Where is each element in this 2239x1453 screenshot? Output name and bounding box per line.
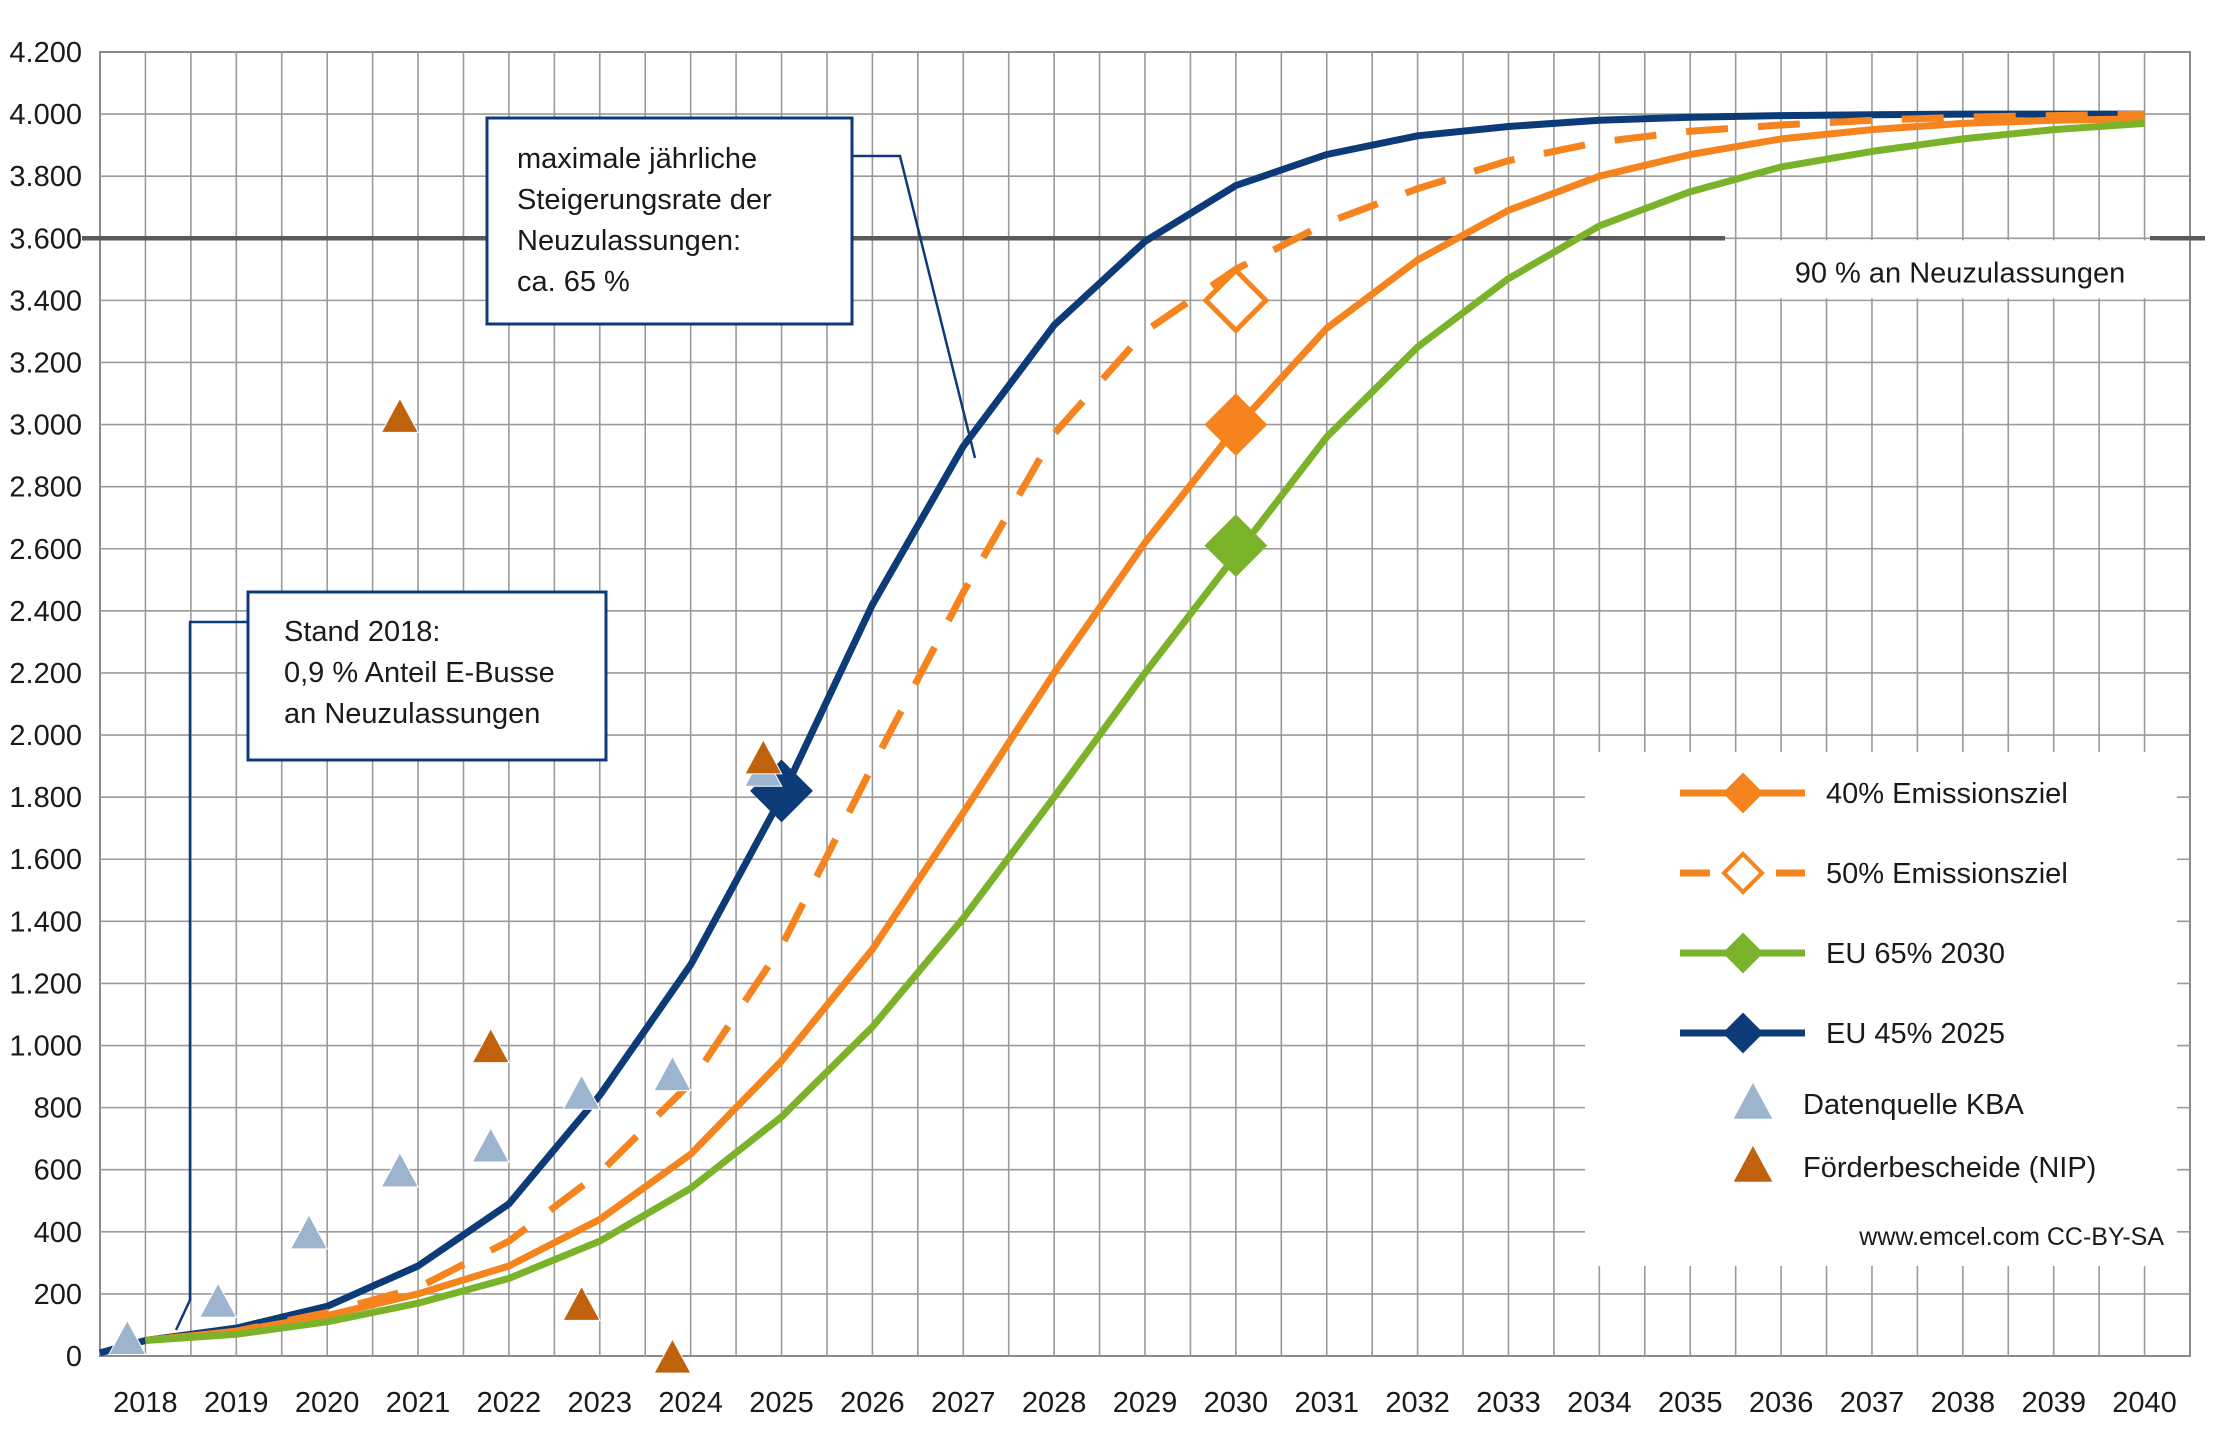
callout-box <box>485 116 854 326</box>
y-tick-label: 2.200 <box>9 658 82 690</box>
callout-leader-line <box>174 620 248 1331</box>
data-point-nip <box>744 738 783 775</box>
legend-box <box>1585 752 2177 1266</box>
data-point-nip <box>653 1338 692 1374</box>
y-tick-label: 0 <box>66 1341 82 1373</box>
callout-text: an Neuzulassungen <box>284 698 540 730</box>
x-tick-label: 2032 <box>1385 1387 1450 1419</box>
data-point-nip <box>380 397 420 433</box>
series-lines <box>99 110 2145 1357</box>
callout-leader-line <box>852 154 977 459</box>
x-tick-label: 2019 <box>204 1387 269 1419</box>
y-axis-tick-labels: 0 200 400 600 800 1.000 1.200 1.400 1.600 1.800 2.… <box>9 37 82 1373</box>
y-tick-label: 3.000 <box>9 410 82 442</box>
legend-marker <box>1721 851 1765 895</box>
legend-label: EU 45% 2025 <box>1826 1018 2005 1050</box>
x-tick-label: 2024 <box>658 1387 723 1419</box>
callout-box <box>246 590 608 762</box>
x-tick-label: 2022 <box>477 1387 542 1419</box>
x-tick-label: 2031 <box>1294 1387 1359 1419</box>
reference-label-box <box>1742 240 2160 299</box>
y-tick-label: 4.000 <box>9 99 82 131</box>
callout-text: Steigerungsrate der <box>517 184 772 216</box>
annotation-callouts: maximale jährliche Steigerungsrate der Neu… <box>174 116 977 1331</box>
callout-text: maximale jährliche <box>517 143 757 175</box>
x-tick-label: 2029 <box>1113 1387 1178 1419</box>
x-tick-label: 2040 <box>2112 1387 2177 1419</box>
reference-line-label: 90 % an Neuzulassungen <box>1795 257 2126 289</box>
x-tick-label: 2039 <box>2021 1387 2086 1419</box>
legend-marker <box>1722 932 1764 974</box>
y-tick-label: 3.800 <box>9 161 82 193</box>
legend-label: Datenquelle KBA <box>1803 1089 2025 1121</box>
series-line-eu-45-2025 <box>99 110 2145 1357</box>
x-tick-label: 2021 <box>386 1387 451 1419</box>
x-tick-label: 2030 <box>1204 1387 1269 1419</box>
legend-marker <box>1722 1012 1764 1054</box>
highlight-marker-50-emissionsziel <box>1202 266 1270 334</box>
data-point-kba <box>380 1151 420 1188</box>
x-tick-label: 2020 <box>295 1387 360 1419</box>
data-point-kba <box>562 1074 601 1110</box>
legend-label: Förderbescheide (NIP) <box>1803 1152 2096 1184</box>
y-tick-label: 2.600 <box>9 534 82 566</box>
y-tick-label: 3.600 <box>9 223 82 255</box>
data-point-nip <box>562 1285 601 1321</box>
x-tick-label: 2025 <box>749 1387 814 1419</box>
y-tick-label: 600 <box>34 1155 82 1187</box>
x-tick-label: 2033 <box>1476 1387 1541 1419</box>
x-tick-label: 2026 <box>840 1387 905 1419</box>
data-point-nip <box>471 1027 510 1064</box>
legend-label: 50% Emissionsziel <box>1826 858 2068 890</box>
x-tick-label: 2035 <box>1658 1387 1723 1419</box>
x-tick-label: 2027 <box>931 1387 996 1419</box>
y-tick-label: 400 <box>34 1217 82 1249</box>
y-tick-label: 1.600 <box>9 844 82 876</box>
data-point-kba <box>289 1213 329 1250</box>
legend-marker <box>1722 772 1764 814</box>
legend-marker <box>1733 1083 1773 1119</box>
marker-points <box>108 266 1270 1374</box>
legend-marker <box>1733 1146 1773 1182</box>
y-tick-label: 2.000 <box>9 720 82 752</box>
y-tick-label: 1.200 <box>9 968 82 1000</box>
legend-label: EU 65% 2030 <box>1826 938 2005 970</box>
x-tick-label: 2018 <box>113 1387 178 1419</box>
callout-text: Neuzulassungen: <box>517 225 741 257</box>
series-line-40-emissionsziel <box>145 115 2145 1344</box>
x-tick-label: 2034 <box>1567 1387 1632 1419</box>
callout-text: ca. 65 % <box>517 266 630 298</box>
y-tick-label: 1.400 <box>9 906 82 938</box>
highlight-marker-40-emissionsziel <box>1204 393 1268 456</box>
y-tick-label: 800 <box>34 1093 82 1125</box>
data-point-kba <box>198 1282 238 1318</box>
y-tick-label: 200 <box>34 1279 82 1311</box>
y-tick-label: 1.800 <box>9 782 82 814</box>
source-credit: www.emcel.com CC-BY-SA <box>1858 1223 2164 1251</box>
highlight-marker-eu-65-2030 <box>1204 514 1268 578</box>
legend-label: 40% Emissionsziel <box>1826 778 2068 810</box>
x-tick-label: 2037 <box>1840 1387 1905 1419</box>
x-tick-label: 2038 <box>1931 1387 1996 1419</box>
x-axis-tick-labels: 2018 2019 2020 2021 2022 2023 2024 2025 2026 2027… <box>113 1387 2177 1419</box>
legend: 40% Emissionsziel 50% Emissionsziel EU 65%… <box>1585 752 2177 1266</box>
data-point-kba <box>108 1319 147 1355</box>
series-line-eu-65-2030 <box>145 119 2145 1344</box>
y-tick-label: 2.400 <box>9 596 82 628</box>
y-tick-label: 2.800 <box>9 472 82 504</box>
y-tick-label: 1.000 <box>9 1031 82 1063</box>
callout-text: Stand 2018: <box>284 616 440 648</box>
x-tick-label: 2028 <box>1022 1387 1087 1419</box>
y-tick-label: 3.200 <box>9 347 82 379</box>
data-point-kba <box>471 1126 510 1163</box>
callout-text: 0,9 % Anteil E-Busse <box>284 657 555 689</box>
x-tick-label: 2023 <box>568 1387 633 1419</box>
y-tick-label: 4.200 <box>9 37 82 69</box>
y-tick-label: 3.400 <box>9 285 82 317</box>
data-point-kba <box>653 1055 692 1092</box>
x-tick-label: 2036 <box>1749 1387 1814 1419</box>
